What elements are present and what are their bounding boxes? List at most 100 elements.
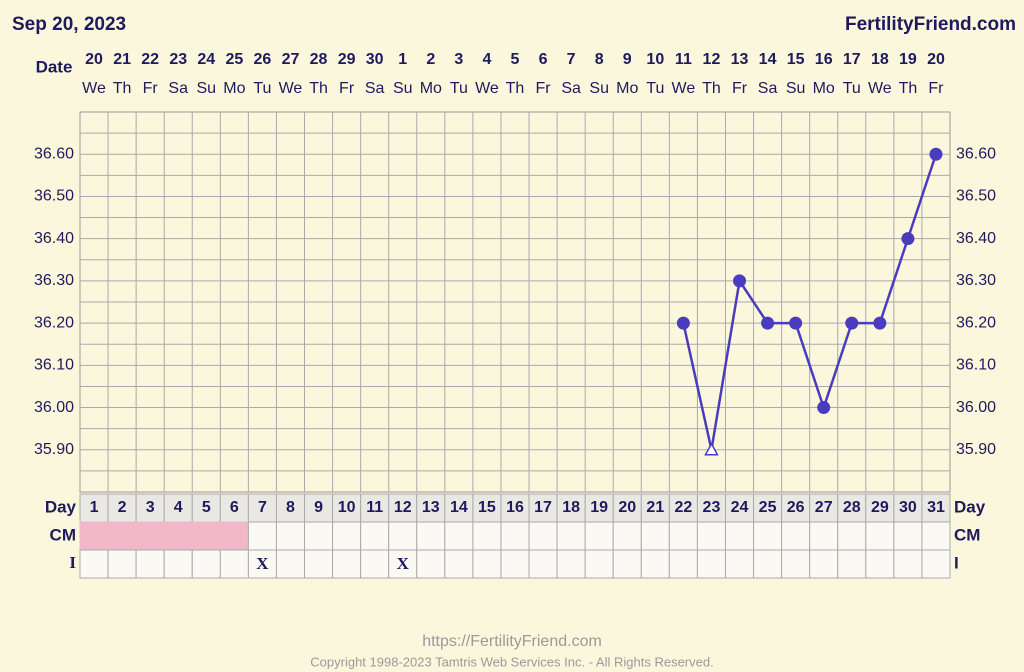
cycle-day: 14 — [450, 499, 468, 516]
date-label: 22 — [141, 51, 159, 68]
date-label: 21 — [113, 51, 131, 68]
cycle-day: 25 — [759, 499, 777, 516]
y-tick-label-right: 36.60 — [956, 145, 996, 162]
cycle-day: 2 — [118, 499, 127, 516]
cycle-day: 12 — [394, 499, 412, 516]
weekday-label: Mo — [223, 80, 245, 97]
intercourse-cell — [247, 549, 277, 579]
cm-cell — [275, 521, 306, 551]
intercourse-cell — [893, 549, 923, 579]
date-label: 6 — [539, 51, 548, 68]
y-tick-label-right: 35.90 — [956, 441, 996, 458]
cycle-day: 11 — [366, 499, 383, 516]
cm-cell — [528, 521, 558, 551]
weekday-label: Fr — [928, 80, 944, 97]
intercourse-mark: X — [397, 554, 410, 573]
weekday-label: Tu — [646, 80, 664, 97]
footer-url: https://FertilityFriend.com — [422, 633, 602, 650]
date-label: 7 — [567, 51, 576, 68]
date-label: 23 — [169, 51, 187, 68]
cycle-day: 17 — [534, 499, 552, 516]
row-label-right: Day — [954, 497, 986, 516]
cm-cell — [724, 521, 755, 551]
cycle-day: 30 — [899, 499, 917, 516]
weekday-label: Sa — [758, 80, 778, 97]
intercourse-cell — [696, 549, 726, 579]
y-tick-label-right: 36.40 — [956, 230, 996, 247]
point — [901, 232, 915, 246]
weekday-label: Mo — [420, 80, 442, 97]
cm-cell — [556, 521, 586, 551]
cm-cell — [107, 521, 137, 551]
cycle-day: 5 — [202, 499, 211, 516]
point — [676, 316, 690, 330]
cm-cell — [332, 521, 362, 551]
date-label: 30 — [366, 51, 384, 68]
date-label: 15 — [787, 51, 805, 68]
cm-cell — [388, 521, 418, 551]
cycle-day: 8 — [286, 499, 295, 516]
weekday-label: Sa — [365, 80, 385, 97]
cycle-day: 9 — [314, 499, 323, 516]
weekday-label: Fr — [536, 80, 552, 97]
cm-cell — [612, 521, 642, 551]
y-tick-label: 36.20 — [34, 314, 74, 331]
day-cell — [388, 493, 418, 523]
cm-cell — [416, 521, 446, 551]
y-tick-label-right: 36.00 — [956, 399, 996, 416]
intercourse-cell — [79, 549, 109, 579]
intercourse-cell — [640, 549, 670, 579]
y-tick-label: 36.00 — [34, 399, 74, 416]
cycle-day: 27 — [815, 499, 833, 516]
row-label: CM — [50, 525, 76, 544]
date-label: Date — [36, 57, 73, 76]
weekday-label: Su — [197, 80, 217, 97]
cm-cell — [135, 521, 165, 551]
date-label: 3 — [454, 51, 463, 68]
intercourse-cell — [837, 549, 867, 579]
intercourse-cell — [809, 549, 839, 579]
cycle-day: 31 — [927, 499, 945, 516]
cm-cell — [444, 521, 474, 551]
temperature-line — [682, 153, 938, 451]
date-label: 2 — [426, 51, 435, 68]
point — [817, 401, 831, 415]
intercourse-mark: X — [256, 554, 269, 573]
y-tick-label-right: 36.20 — [956, 314, 996, 331]
cm-cell — [753, 521, 783, 551]
point — [789, 316, 803, 330]
date-label: 18 — [871, 51, 889, 68]
day-cell — [135, 493, 165, 523]
date-label: 27 — [282, 51, 300, 68]
day-cell — [219, 493, 249, 523]
weekday-label: Su — [786, 80, 806, 97]
day-cell — [275, 493, 306, 523]
y-tick-label-right: 36.50 — [956, 188, 996, 205]
intercourse-cell — [191, 549, 221, 579]
intercourse-cell — [135, 549, 165, 579]
weekday-label: Sa — [561, 80, 581, 97]
point — [761, 316, 775, 330]
day-cell — [528, 493, 558, 523]
date-label: 4 — [482, 51, 491, 68]
cycle-day: 1 — [90, 499, 99, 516]
date-label: 16 — [815, 51, 833, 68]
date-label: 11 — [675, 51, 692, 68]
day-cell — [163, 493, 193, 523]
cycle-day: 24 — [731, 499, 749, 516]
y-tick-label: 36.30 — [34, 272, 74, 289]
intercourse-cell — [584, 549, 614, 579]
intercourse-cell — [753, 549, 783, 579]
weekday-label: We — [279, 80, 303, 97]
intercourse-cell — [668, 549, 698, 579]
day-cell — [107, 493, 137, 523]
intercourse-cell — [219, 549, 249, 579]
intercourse-cell — [921, 549, 951, 579]
weekday-label: Sa — [168, 80, 188, 97]
intercourse-cell — [781, 549, 811, 579]
point — [929, 147, 943, 161]
weekday-label: We — [82, 80, 106, 97]
cm-cell — [893, 521, 923, 551]
day-cell — [472, 493, 502, 523]
